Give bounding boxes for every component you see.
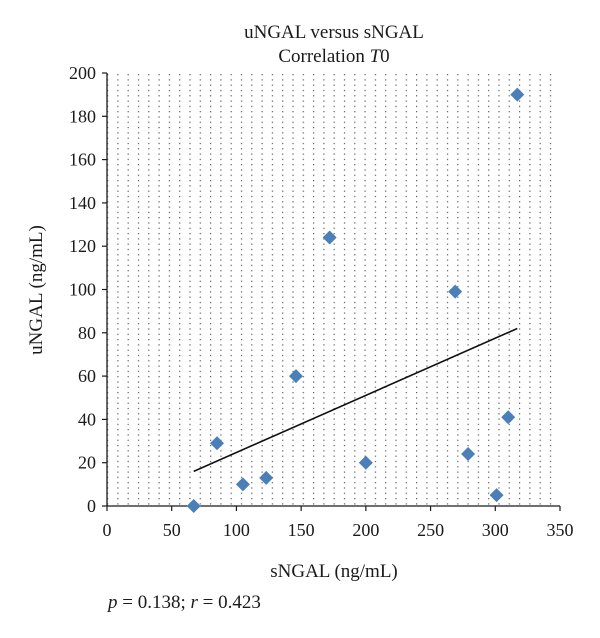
y-tick-label: 80 xyxy=(78,323,96,343)
y-tick-label: 160 xyxy=(69,150,96,170)
data-point-diamond xyxy=(210,436,225,451)
y-tick-label: 0 xyxy=(87,496,96,516)
data-points xyxy=(186,87,525,513)
x-tick-label: 200 xyxy=(352,520,379,540)
y-tick-label: 120 xyxy=(69,236,96,256)
data-point-diamond xyxy=(489,488,504,503)
data-point-diamond xyxy=(259,470,274,485)
data-point-diamond xyxy=(510,87,525,102)
p-value: = 0.138; xyxy=(117,592,191,613)
y-tick-label: 60 xyxy=(78,366,96,386)
p-symbol: p xyxy=(108,592,118,613)
x-tick-label: 0 xyxy=(103,520,112,540)
data-point-diamond xyxy=(186,499,201,513)
data-point-diamond xyxy=(235,477,250,492)
data-point-diamond xyxy=(288,369,303,384)
r-value: = 0.423 xyxy=(197,592,261,613)
y-tick-label: 140 xyxy=(69,193,96,213)
data-point-diamond xyxy=(461,447,476,462)
x-tick-label: 250 xyxy=(417,520,444,540)
y-tick-label: 100 xyxy=(69,280,96,300)
plot-grid xyxy=(107,73,560,506)
y-tick-label: 180 xyxy=(69,106,96,126)
data-point-diamond xyxy=(322,230,337,245)
chart-subtitle: Correlation T0 xyxy=(278,46,389,67)
data-point-diamond xyxy=(358,455,373,470)
y-tick-label: 20 xyxy=(78,453,96,473)
chart-title: uNGAL versus sNGAL xyxy=(244,22,424,43)
x-tick-label: 100 xyxy=(223,520,250,540)
x-tick-label: 50 xyxy=(163,520,181,540)
data-point-diamond xyxy=(501,410,516,425)
correlation-stats: p = 0.138; r = 0.423 xyxy=(108,592,261,614)
x-axis-ticks: 0 50 100 150 200 250 300 350 xyxy=(103,506,574,540)
x-tick-label: 350 xyxy=(547,520,574,540)
x-axis-title: sNGAL (ng/mL) xyxy=(270,561,398,582)
y-axis-ticks: 0 20 40 60 80 100 120 140 160 180 200 xyxy=(69,63,107,516)
y-tick-label: 200 xyxy=(69,63,96,83)
x-tick-label: 300 xyxy=(482,520,509,540)
r-symbol: r xyxy=(190,592,198,613)
x-tick-label: 150 xyxy=(288,520,315,540)
y-tick-label: 40 xyxy=(78,409,96,429)
y-axis-title: uNGAL (ng/mL) xyxy=(26,225,47,355)
data-point-diamond xyxy=(448,284,463,299)
trend-line xyxy=(193,327,518,473)
